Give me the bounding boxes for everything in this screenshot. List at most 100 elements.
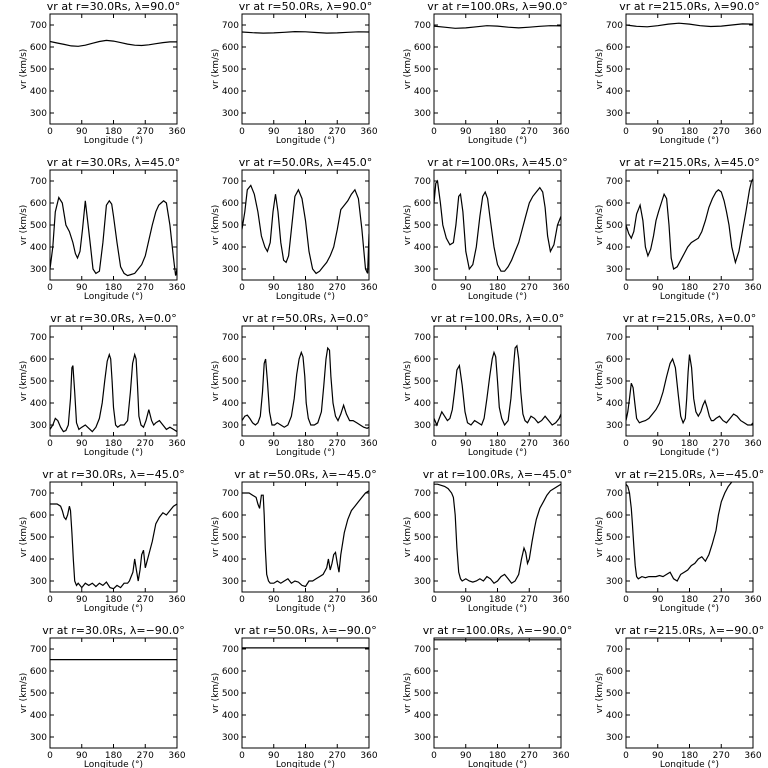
- panel-18: vr at r=50.0Rs, λ=−90.0° 0 90 180 270 360 300 4…: [211, 624, 378, 768]
- panel-title: vr at r=100.0Rs, λ=−45.0°: [423, 468, 573, 481]
- x-tick-label: 0: [239, 751, 245, 761]
- y-tick-label: 400: [606, 711, 623, 721]
- x-tick-label: 180: [297, 127, 314, 137]
- vr-series-line: [626, 354, 753, 426]
- x-tick-label: 90: [652, 751, 664, 761]
- y-tick-label: 300: [414, 733, 431, 743]
- x-tick-label: 180: [297, 595, 314, 605]
- x-axis-label: Longitude (°): [84, 604, 143, 614]
- y-tick-label: 400: [606, 87, 623, 97]
- panel-19: vr at r=100.0Rs, λ=−90.0° 0 90 180 270 360 300…: [403, 624, 572, 768]
- x-tick-label: 0: [239, 283, 245, 293]
- panel-title: vr at r=50.0Rs, λ=−90.0°: [234, 624, 377, 637]
- panel-4: vr at r=215.0Rs, λ=90.0° 0 90 180 270 360 300 4…: [595, 0, 762, 146]
- plot-frame: [49, 13, 178, 125]
- x-tick-label: 180: [105, 283, 122, 293]
- x-tick-label: 270: [521, 127, 538, 137]
- x-tick-label: 270: [521, 439, 538, 449]
- y-tick-label: 600: [606, 43, 623, 53]
- x-axis-label: Longitude (°): [468, 292, 527, 302]
- x-axis-label: Longitude (°): [468, 760, 527, 768]
- y-tick-label: 600: [30, 667, 47, 677]
- x-tick-label: 360: [552, 439, 569, 449]
- x-tick-label: 360: [552, 751, 569, 761]
- x-axis-label: Longitude (°): [84, 760, 143, 768]
- y-tick-label: 300: [222, 265, 239, 275]
- x-tick-label: 270: [137, 127, 154, 137]
- y-tick-label: 400: [30, 243, 47, 253]
- panel-6: vr at r=50.0Rs, λ=45.0° 0 90 180 270 360 300 40…: [211, 156, 378, 302]
- x-tick-label: 360: [744, 439, 761, 449]
- x-tick-label: 270: [137, 751, 154, 761]
- x-tick-label: 90: [268, 283, 280, 293]
- panel-20: vr at r=215.0Rs, λ=−90.0° 0 90 180 270 360 300…: [595, 624, 764, 768]
- plot-frame: [433, 637, 562, 749]
- y-tick-label: 500: [222, 65, 239, 75]
- y-tick-label: 300: [30, 109, 47, 119]
- panel-title: vr at r=215.0Rs, λ=45.0°: [619, 156, 759, 169]
- x-axis-label: Longitude (°): [276, 292, 335, 302]
- x-axis-label: Longitude (°): [468, 604, 527, 614]
- y-tick-label: 500: [606, 689, 623, 699]
- x-tick-label: 360: [552, 127, 569, 137]
- x-axis-label: Longitude (°): [84, 448, 143, 458]
- y-tick-label: 500: [606, 377, 623, 387]
- x-tick-label: 180: [681, 751, 698, 761]
- panel-14: vr at r=50.0Rs, λ=−45.0° 0 90 180 270 360 300 4…: [211, 468, 378, 614]
- panel-title: vr at r=50.0Rs, λ=−45.0°: [234, 468, 377, 481]
- y-tick-label: 500: [30, 533, 47, 543]
- x-tick-label: 180: [105, 595, 122, 605]
- y-tick-label: 500: [414, 377, 431, 387]
- vr-series-line: [242, 490, 369, 588]
- y-tick-label: 400: [30, 555, 47, 565]
- y-tick-label: 700: [222, 333, 239, 343]
- x-tick-label: 360: [744, 751, 761, 761]
- y-tick-label: 700: [606, 645, 623, 655]
- x-tick-label: 270: [329, 595, 346, 605]
- y-axis-label: vr (km/s): [595, 49, 605, 90]
- x-tick-label: 360: [360, 439, 377, 449]
- x-tick-label: 180: [489, 595, 506, 605]
- x-tick-label: 360: [168, 595, 185, 605]
- x-tick-label: 0: [47, 595, 53, 605]
- x-tick-label: 360: [552, 283, 569, 293]
- y-tick-label: 600: [606, 199, 623, 209]
- x-axis-label: Longitude (°): [276, 136, 335, 146]
- x-tick-label: 180: [681, 595, 698, 605]
- y-tick-label: 300: [414, 577, 431, 587]
- x-tick-label: 0: [431, 751, 437, 761]
- plot-frame: [49, 481, 178, 593]
- x-tick-label: 90: [460, 127, 472, 137]
- x-tick-label: 90: [460, 595, 472, 605]
- panel-title: vr at r=30.0Rs, λ=45.0°: [47, 156, 180, 169]
- y-tick-label: 500: [606, 533, 623, 543]
- y-tick-label: 300: [222, 733, 239, 743]
- x-tick-label: 90: [652, 127, 664, 137]
- y-axis-label: vr (km/s): [595, 517, 605, 558]
- x-tick-label: 0: [239, 595, 245, 605]
- x-tick-label: 360: [360, 595, 377, 605]
- x-tick-label: 270: [521, 751, 538, 761]
- x-tick-label: 270: [329, 439, 346, 449]
- x-tick-label: 360: [168, 127, 185, 137]
- plot-frame: [625, 325, 754, 437]
- panel-13: vr at r=30.0Rs, λ=−45.0° 0 90 180 270 360 300 4…: [19, 468, 186, 614]
- y-tick-label: 600: [606, 511, 623, 521]
- y-tick-label: 300: [606, 421, 623, 431]
- x-axis-label: Longitude (°): [84, 136, 143, 146]
- plot-frame: [433, 13, 562, 125]
- x-tick-label: 180: [297, 283, 314, 293]
- panel-17: vr at r=30.0Rs, λ=−90.0° 0 90 180 270 360 300 4…: [19, 624, 186, 768]
- panel-1: vr at r=30.0Rs, λ=90.0° 0 90 180 270 360 300 40…: [19, 0, 186, 146]
- y-tick-label: 300: [30, 265, 47, 275]
- y-tick-label: 300: [222, 577, 239, 587]
- x-axis-label: Longitude (°): [660, 760, 719, 768]
- x-tick-label: 90: [652, 595, 664, 605]
- x-tick-label: 0: [47, 127, 53, 137]
- x-tick-label: 180: [105, 751, 122, 761]
- y-tick-label: 300: [222, 109, 239, 119]
- y-tick-label: 600: [30, 43, 47, 53]
- y-tick-label: 500: [30, 221, 47, 231]
- x-tick-label: 360: [360, 751, 377, 761]
